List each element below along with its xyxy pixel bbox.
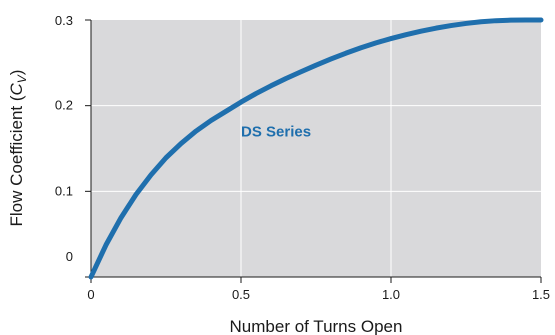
y-axis-title: Flow Coefficient (CV): [7, 70, 29, 227]
gridlines: [91, 20, 541, 277]
x-tick-label: 0: [87, 287, 94, 302]
y-tick-label: 0.2: [55, 98, 73, 113]
axes: [90, 20, 541, 278]
y-axis-title-close: ): [7, 70, 26, 76]
x-tick-label: 1.0: [382, 287, 400, 302]
y-tick-label: 0.1: [55, 183, 73, 198]
x-tick-label: 0.5: [232, 287, 250, 302]
y-tick-label: 0: [66, 249, 73, 264]
x-tick-label: 1.5: [532, 287, 550, 302]
y-axis-title-main: Flow Coefficient (: [7, 95, 26, 226]
y-tick-label: 0.3: [55, 13, 73, 28]
series-line-0: [88, 17, 544, 280]
series-label-0: DS Series: [241, 123, 311, 140]
series-layer: DS Series: [88, 17, 544, 280]
y-axis-title-variable: C: [7, 82, 26, 95]
plot-area: [91, 20, 541, 277]
x-axis-title: Number of Turns Open: [230, 317, 403, 335]
x-axis-ticks: 0 0.5 1.0 1.5: [87, 277, 550, 302]
y-axis-title-subscript: V: [15, 74, 29, 83]
y-axis-ticks: 0 0.1 0.2 0.3: [55, 13, 91, 278]
